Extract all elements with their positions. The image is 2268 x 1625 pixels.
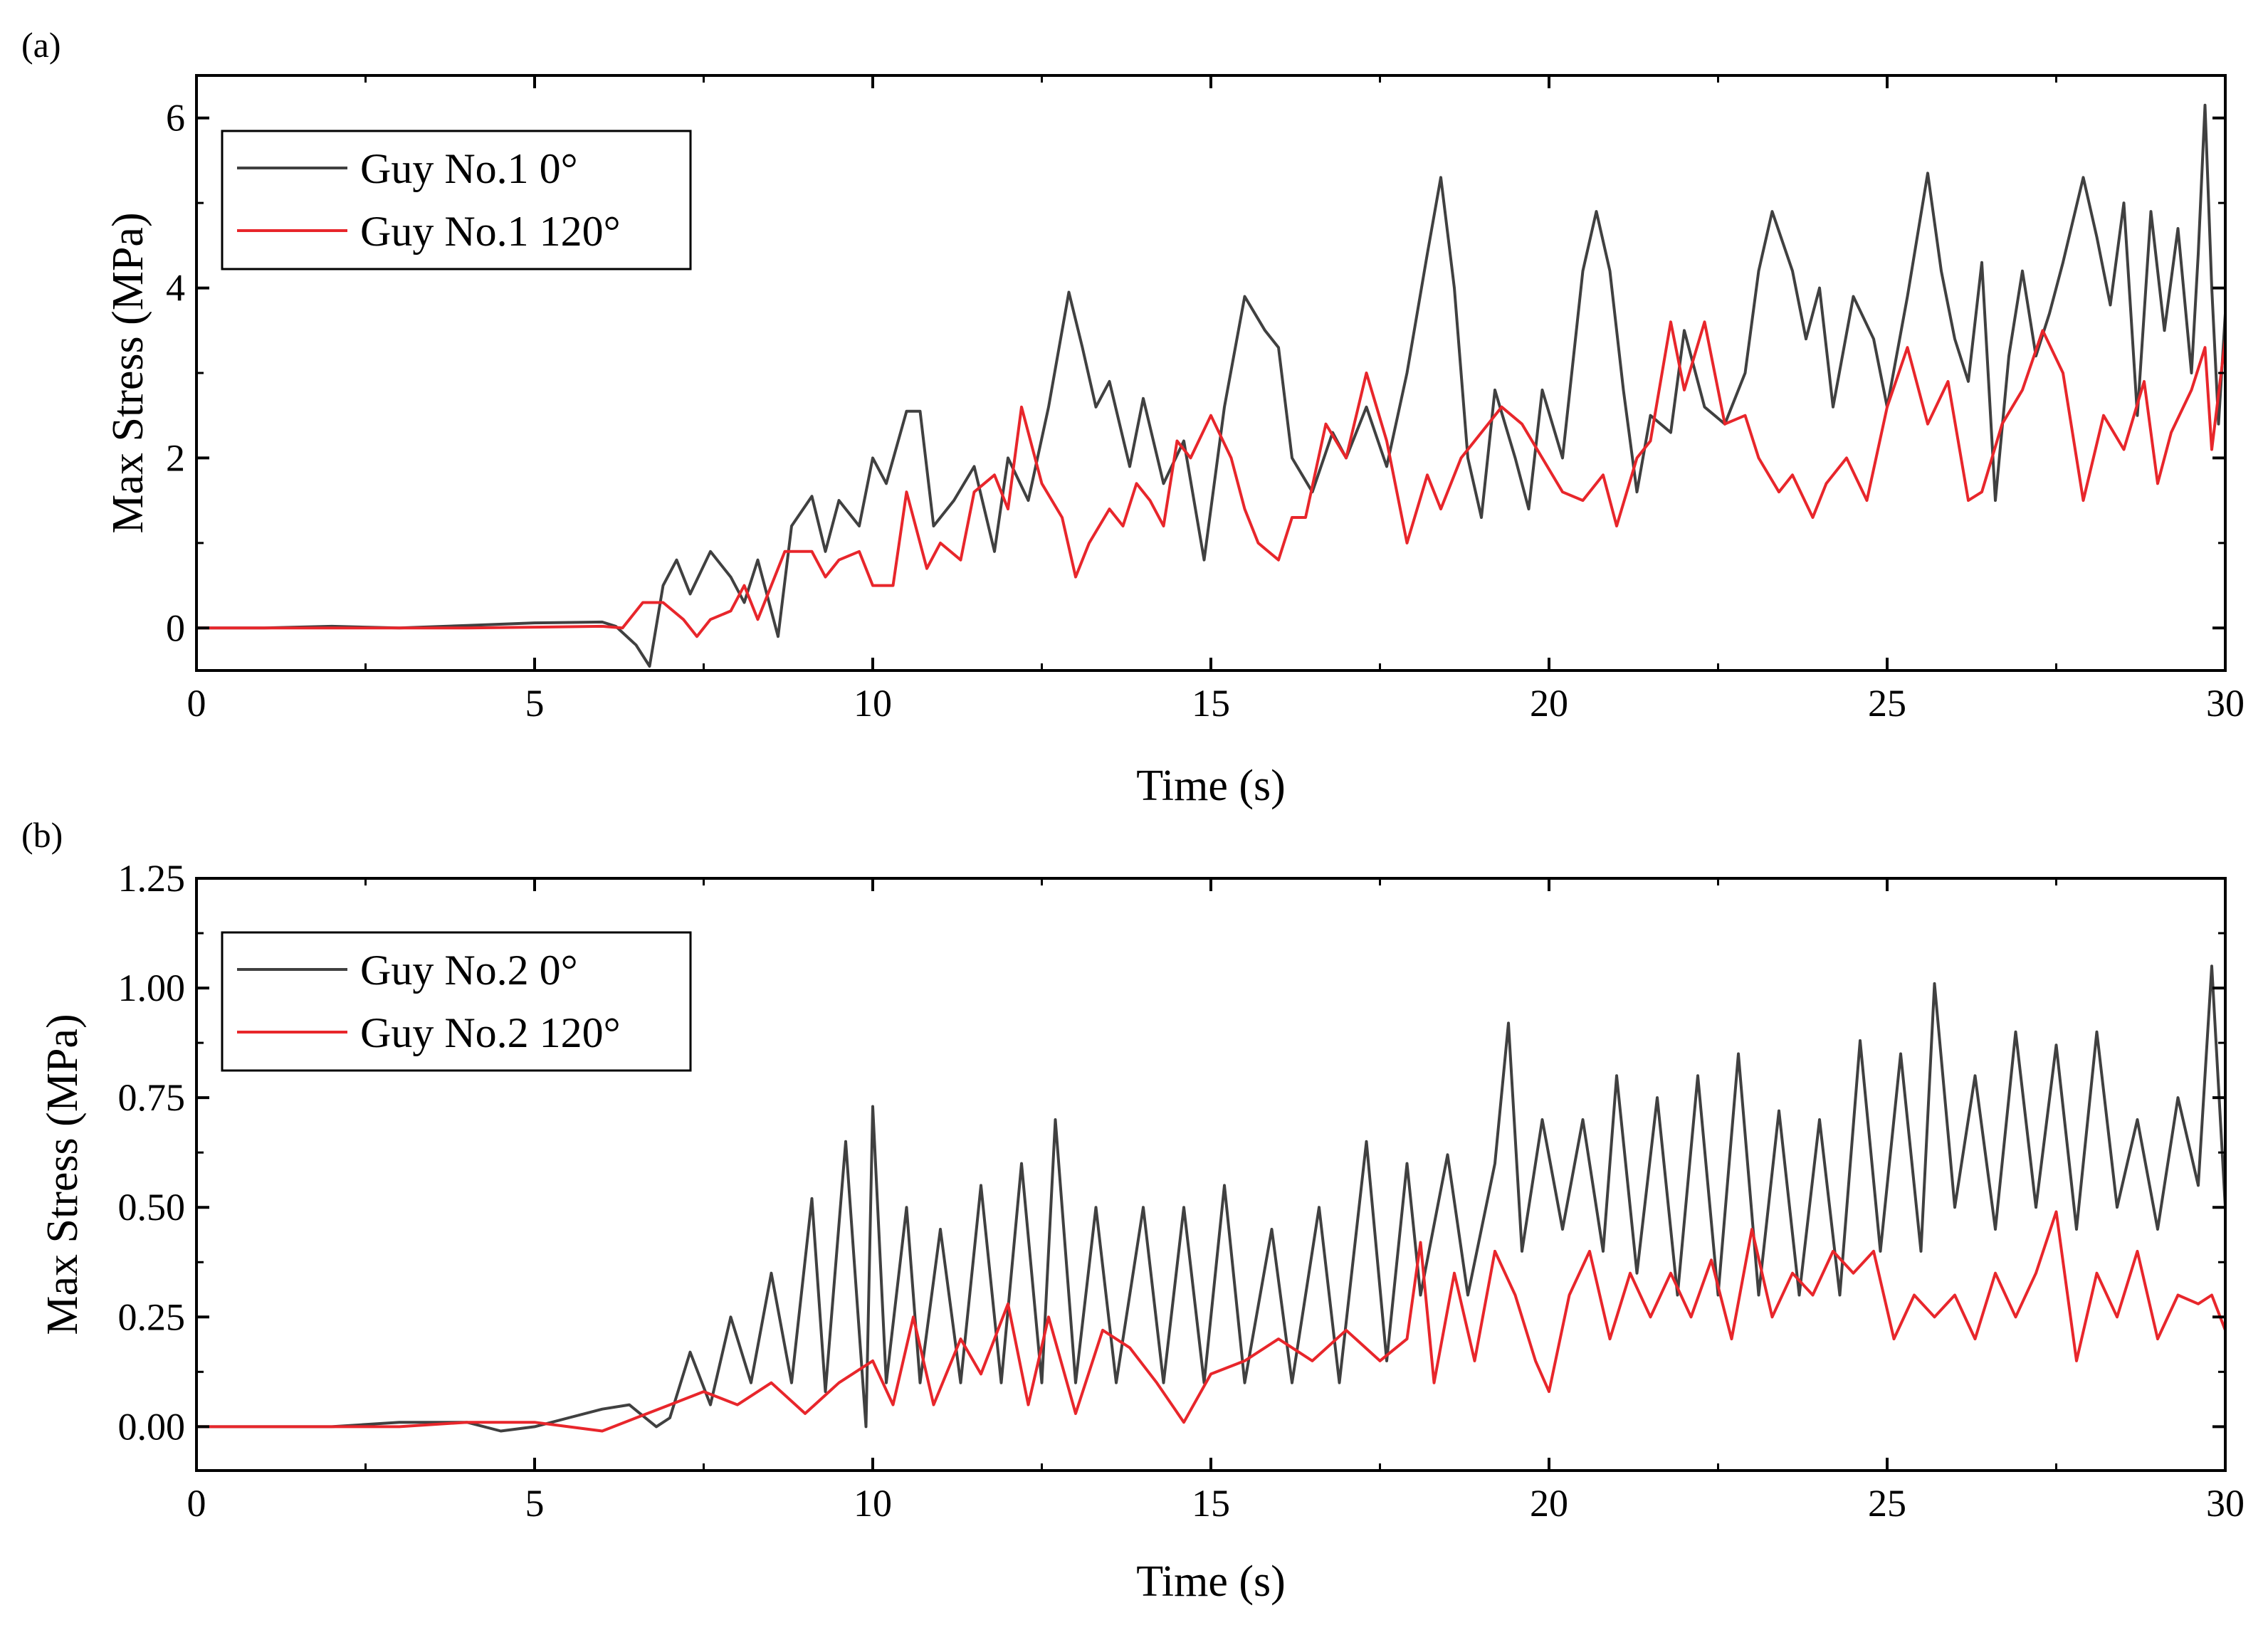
x-tick-label-b: 25 <box>1868 1482 1906 1525</box>
x-tick-label-b: 10 <box>854 1482 892 1525</box>
x-axis-title-b: Time (s) <box>1136 1557 1286 1606</box>
y-tick-label-b: 0.50 <box>118 1186 186 1229</box>
legend-a: Guy No.1 0° Guy No.1 120° <box>221 130 692 270</box>
x-tick-label-b: 20 <box>1530 1482 1568 1525</box>
panel-label-a: (a) <box>21 25 61 65</box>
x-tick-label-b: 5 <box>525 1482 545 1525</box>
panel-a: (a) 0 5 10 15 20 25 30 0 2 4 6 Time (s) Max Stress… <box>21 25 2245 810</box>
panel-b: (b) 0 5 10 15 20 25 30 0.00 0.25 0.50 0.75 1.00 1.25… <box>21 815 2245 1606</box>
legend-label-b-1: Guy No.2 120° <box>360 1009 621 1056</box>
y-tick-label-a: 2 <box>166 436 185 479</box>
x-tick-label-a: 15 <box>1192 682 1230 725</box>
y-tick-label-b: 0.75 <box>118 1076 186 1119</box>
x-tick-label-a: 20 <box>1530 682 1568 725</box>
x-tick-label-b: 15 <box>1192 1482 1230 1525</box>
x-tick-label-a: 0 <box>187 682 206 725</box>
x-tick-label-b: 0 <box>187 1482 206 1525</box>
x-tick-label-b: 30 <box>2206 1482 2245 1525</box>
legend-label-a-1: Guy No.1 120° <box>360 208 621 255</box>
x-tick-label-a: 30 <box>2206 682 2245 725</box>
y-tick-label-a: 4 <box>166 267 185 310</box>
legend-label-b-0: Guy No.2 0° <box>360 947 578 994</box>
y-tick-label-b: 1.00 <box>118 967 186 1009</box>
legend-box-b <box>221 931 692 1072</box>
legend-b: Guy No.2 0° Guy No.2 120° <box>221 931 692 1072</box>
x-tick-label-a: 5 <box>525 682 545 725</box>
series-line-a-0 <box>196 103 2227 668</box>
y-axis-title-a: Max Stress (MPa) <box>104 212 152 533</box>
legend-box-a <box>221 130 692 270</box>
panel-label-b: (b) <box>21 815 63 855</box>
x-tick-label-a: 10 <box>854 682 892 725</box>
x-tick-label-a: 25 <box>1868 682 1906 725</box>
legend-label-a-0: Guy No.1 0° <box>360 145 578 192</box>
y-tick-label-a: 6 <box>166 97 185 140</box>
x-axis-title-a: Time (s) <box>1136 762 1286 810</box>
y-tick-label-b: 0.00 <box>118 1405 186 1448</box>
y-tick-label-b: 1.25 <box>118 857 186 900</box>
y-axis-title-b: Max Stress (MPa) <box>38 1014 87 1335</box>
y-tick-label-b: 0.25 <box>118 1295 186 1338</box>
series-line-b-1 <box>196 1210 2227 1433</box>
series-line-a-1 <box>196 320 2227 638</box>
y-tick-label-a: 0 <box>166 606 185 649</box>
series-line-b-0 <box>196 964 2227 1433</box>
